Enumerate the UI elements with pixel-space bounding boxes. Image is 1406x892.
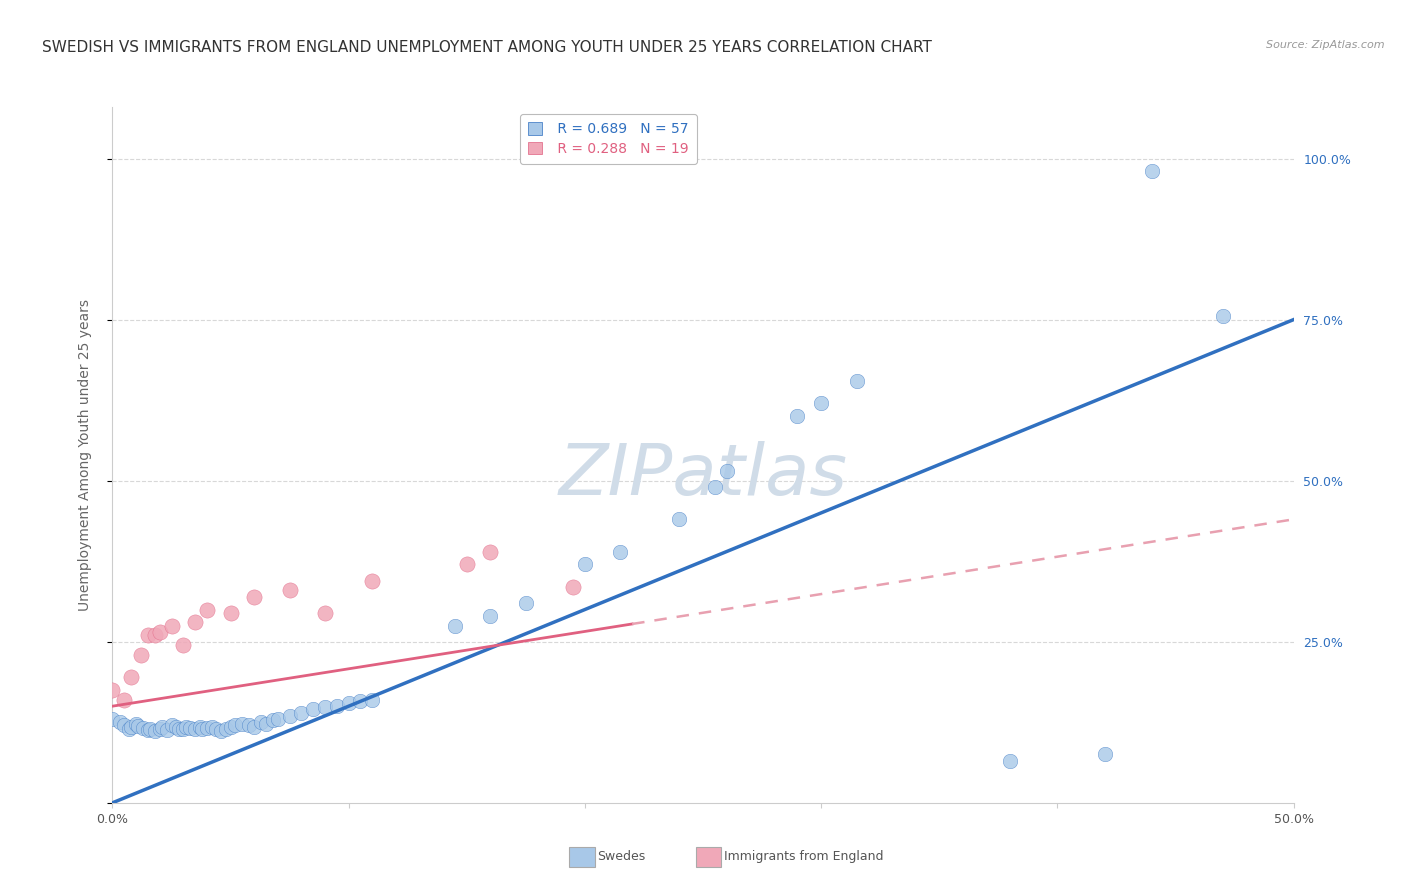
Point — [238, 718, 260, 732]
Point — [195, 721, 218, 735]
Point — [562, 580, 585, 594]
Point — [326, 699, 349, 714]
Point — [290, 706, 312, 720]
Point — [716, 464, 738, 478]
Text: ZIPatlas: ZIPatlas — [558, 442, 848, 510]
Text: Swedes: Swedes — [598, 850, 645, 863]
Point — [188, 721, 211, 735]
Point — [243, 720, 266, 734]
Point — [184, 722, 207, 736]
Point — [129, 648, 152, 662]
Point — [184, 615, 207, 630]
Point — [349, 694, 371, 708]
Point — [337, 696, 360, 710]
Point — [231, 717, 253, 731]
Point — [139, 722, 162, 736]
Point — [479, 544, 502, 558]
Point — [108, 715, 131, 730]
Point — [998, 754, 1021, 768]
Point — [267, 712, 290, 726]
Point — [361, 574, 384, 588]
Point — [132, 721, 155, 735]
Point — [609, 544, 631, 558]
Point — [219, 606, 242, 620]
Y-axis label: Unemployment Among Youth under 25 years: Unemployment Among Youth under 25 years — [77, 299, 91, 611]
Text: Immigrants from England: Immigrants from England — [724, 850, 883, 863]
Point — [120, 670, 142, 684]
Point — [167, 723, 190, 737]
Point — [243, 590, 266, 604]
Point — [479, 609, 502, 624]
Point — [1140, 164, 1163, 178]
Point — [201, 720, 224, 734]
Legend:  R = 0.689   N = 57,  R = 0.288   N = 19: R = 0.689 N = 57, R = 0.288 N = 19 — [520, 114, 697, 164]
Point — [150, 720, 173, 734]
Point — [215, 722, 238, 736]
Point — [574, 558, 596, 572]
Point — [224, 718, 246, 732]
Point — [112, 692, 135, 706]
Text: Source: ZipAtlas.com: Source: ZipAtlas.com — [1267, 40, 1385, 50]
Point — [112, 718, 135, 732]
Point — [1212, 310, 1234, 324]
Point — [195, 602, 218, 616]
Point — [172, 722, 194, 736]
Point — [149, 625, 172, 640]
Point — [149, 722, 172, 736]
Point — [209, 723, 232, 738]
Point — [703, 480, 725, 494]
Point — [278, 583, 301, 598]
Text: SWEDISH VS IMMIGRANTS FROM ENGLAND UNEMPLOYMENT AMONG YOUTH UNDER 25 YEARS CORRE: SWEDISH VS IMMIGRANTS FROM ENGLAND UNEMP… — [42, 40, 932, 55]
Point — [118, 722, 141, 736]
Point — [172, 638, 194, 652]
Point — [515, 596, 537, 610]
Point — [668, 512, 690, 526]
Point — [143, 723, 166, 738]
Point — [136, 723, 159, 737]
Point — [444, 618, 467, 632]
Point — [136, 628, 159, 642]
Point — [314, 700, 336, 714]
Point — [314, 606, 336, 620]
Point — [1094, 747, 1116, 762]
Point — [786, 409, 808, 424]
Point — [302, 702, 325, 716]
Point — [143, 628, 166, 642]
Point — [810, 396, 832, 410]
Point — [174, 720, 197, 734]
Point — [456, 558, 478, 572]
Point — [262, 714, 284, 728]
Point — [254, 717, 277, 731]
Point — [120, 720, 142, 734]
Point — [101, 712, 124, 726]
Point — [191, 723, 214, 737]
Point — [179, 721, 201, 735]
Point — [160, 618, 183, 632]
Point — [125, 717, 148, 731]
Point — [361, 692, 384, 706]
Point — [101, 683, 124, 698]
Point — [278, 708, 301, 723]
Point — [219, 720, 242, 734]
Point — [205, 722, 228, 736]
Point — [845, 374, 868, 388]
Point — [156, 723, 179, 737]
Point — [127, 719, 149, 733]
Point — [250, 715, 273, 730]
Point — [160, 718, 183, 732]
Point — [165, 721, 187, 735]
